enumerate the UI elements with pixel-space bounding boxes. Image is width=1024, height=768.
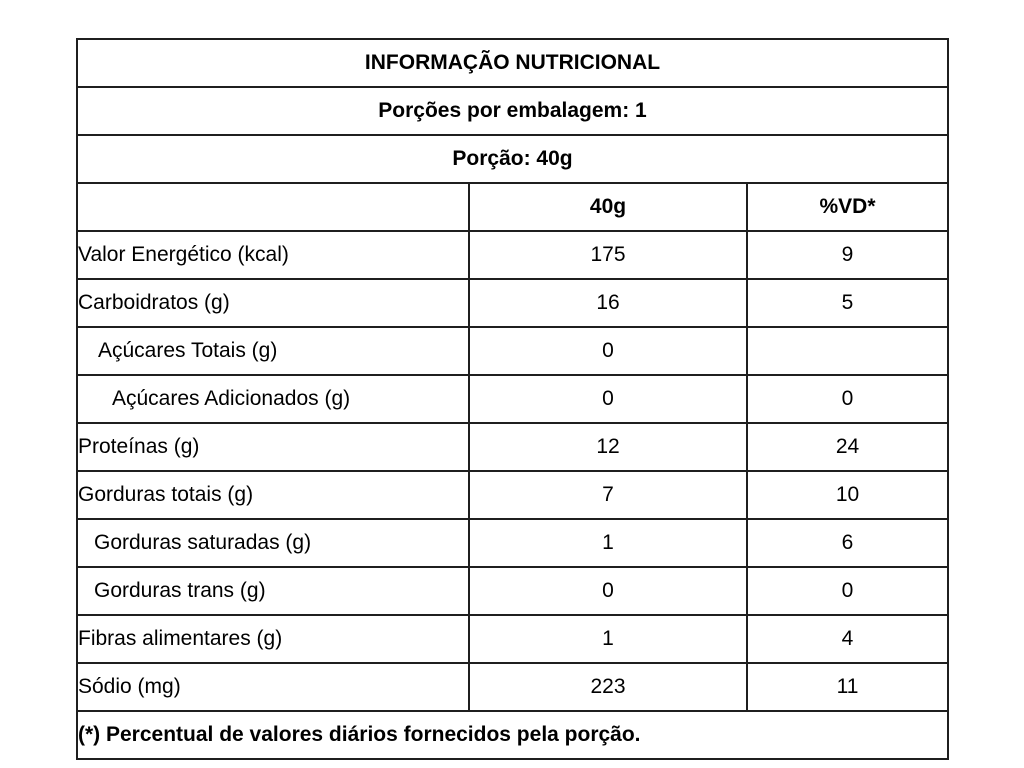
- table-row: Gorduras totais (g) 7 10: [76, 470, 949, 520]
- table-row: Sódio (mg) 223 11: [76, 662, 949, 712]
- table-row: Fibras alimentares (g) 1 4: [76, 614, 949, 664]
- nutrient-label: Gorduras trans (g): [76, 566, 470, 616]
- column-header-row: 40g %VD*: [76, 182, 949, 232]
- dv-value: [746, 326, 949, 376]
- footnote-row: (*) Percentual de valores diários fornec…: [76, 710, 949, 760]
- nutrition-table: INFORMAÇÃO NUTRICIONAL Porções por embal…: [76, 38, 949, 760]
- table-row: Gorduras saturadas (g) 1 6: [76, 518, 949, 568]
- amount-value: 1: [468, 614, 748, 664]
- amount-value: 223: [468, 662, 748, 712]
- table-row: Açúcares Totais (g) 0: [76, 326, 949, 376]
- portion-row: Porção: 40g: [76, 134, 949, 184]
- servings-per-package: Porções por embalagem: 1: [76, 86, 949, 136]
- title-row: INFORMAÇÃO NUTRICIONAL: [76, 38, 949, 88]
- table-row: Carboidratos (g) 16 5: [76, 278, 949, 328]
- amount-value: 175: [468, 230, 748, 280]
- amount-value: 12: [468, 422, 748, 472]
- dv-value: 10: [746, 470, 949, 520]
- nutrient-label: Carboidratos (g): [76, 278, 470, 328]
- column-header-dv: %VD*: [746, 182, 949, 232]
- dv-value: 0: [746, 566, 949, 616]
- table-row: Gorduras trans (g) 0 0: [76, 566, 949, 616]
- amount-value: 7: [468, 470, 748, 520]
- dv-value: 4: [746, 614, 949, 664]
- nutrient-label: Gorduras totais (g): [76, 470, 470, 520]
- amount-value: 0: [468, 566, 748, 616]
- dv-value: 24: [746, 422, 949, 472]
- table-title: INFORMAÇÃO NUTRICIONAL: [76, 38, 949, 88]
- amount-value: 0: [468, 326, 748, 376]
- column-header-nutrient: [76, 182, 470, 232]
- amount-value: 16: [468, 278, 748, 328]
- amount-value: 1: [468, 518, 748, 568]
- servings-row: Porções por embalagem: 1: [76, 86, 949, 136]
- dv-value: 5: [746, 278, 949, 328]
- nutrition-label: INFORMAÇÃO NUTRICIONAL Porções por embal…: [76, 38, 949, 760]
- dv-value: 9: [746, 230, 949, 280]
- dv-value: 0: [746, 374, 949, 424]
- nutrient-label: Sódio (mg): [76, 662, 470, 712]
- nutrient-label: Açúcares Adicionados (g): [76, 374, 470, 424]
- table-row: Valor Energético (kcal) 175 9: [76, 230, 949, 280]
- footnote: (*) Percentual de valores diários fornec…: [76, 710, 949, 760]
- nutrient-label: Fibras alimentares (g): [76, 614, 470, 664]
- dv-value: 11: [746, 662, 949, 712]
- amount-value: 0: [468, 374, 748, 424]
- nutrient-label: Valor Energético (kcal): [76, 230, 470, 280]
- nutrient-label: Proteínas (g): [76, 422, 470, 472]
- dv-value: 6: [746, 518, 949, 568]
- portion-size: Porção: 40g: [76, 134, 949, 184]
- column-header-amount: 40g: [468, 182, 748, 232]
- nutrient-label: Gorduras saturadas (g): [76, 518, 470, 568]
- nutrient-label: Açúcares Totais (g): [76, 326, 470, 376]
- table-row: Proteínas (g) 12 24: [76, 422, 949, 472]
- table-row: Açúcares Adicionados (g) 0 0: [76, 374, 949, 424]
